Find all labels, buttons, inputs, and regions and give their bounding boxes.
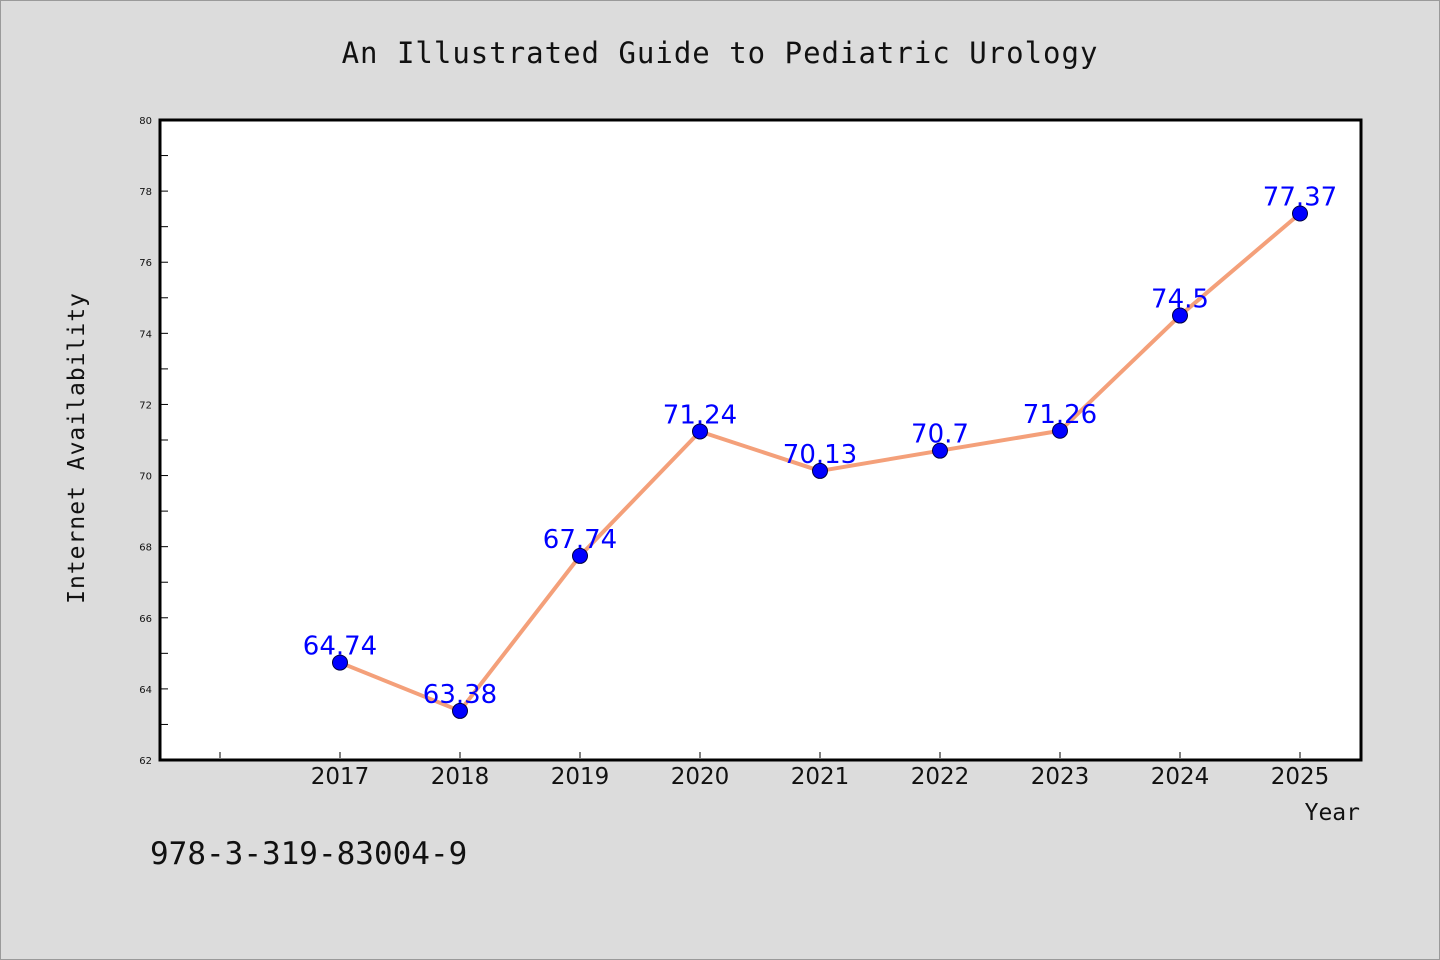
data-marker xyxy=(1052,422,1068,439)
data-marker xyxy=(572,547,588,564)
data-label: 77.37 xyxy=(1263,183,1337,213)
x-tick-label: 2019 xyxy=(551,764,610,790)
data-label: 71.26 xyxy=(1023,400,1097,430)
y-tick-label: 76 xyxy=(139,258,152,269)
y-axis-label: Internet Availability xyxy=(64,292,90,604)
data-label: 64.74 xyxy=(303,632,377,662)
data-marker xyxy=(932,442,948,459)
data-label: 74.5 xyxy=(1151,285,1209,315)
data-marker xyxy=(1292,205,1308,222)
y-tick-label: 66 xyxy=(139,614,152,625)
x-axis-label: Year xyxy=(1305,800,1360,826)
data-marker xyxy=(332,654,348,671)
data-label: 71.24 xyxy=(663,400,737,430)
x-tick-label: 2021 xyxy=(791,764,850,790)
data-label: 70.13 xyxy=(783,440,857,470)
data-label: 67.74 xyxy=(543,525,617,555)
x-tick-label: 2017 xyxy=(311,764,370,790)
x-tick-label: 2025 xyxy=(1271,764,1330,790)
plot-area xyxy=(158,118,1363,762)
y-tick-label: 70 xyxy=(139,472,152,483)
y-tick-label: 74 xyxy=(139,329,152,340)
x-tick-label: 2022 xyxy=(911,764,970,790)
data-label: 70.7 xyxy=(911,420,969,450)
x-tick-label: 2018 xyxy=(431,764,490,790)
y-tick-label: 80 xyxy=(139,116,152,127)
isbn-text: 978-3-319-83004-9 xyxy=(150,836,467,872)
data-marker xyxy=(1172,307,1188,324)
data-marker xyxy=(452,702,468,719)
y-tick-label: 62 xyxy=(139,756,152,767)
data-label: 63.38 xyxy=(423,680,497,710)
data-marker xyxy=(812,462,828,479)
data-marker-group xyxy=(332,205,1308,719)
y-tick-label: 64 xyxy=(139,685,152,696)
x-axis: 2017 2018 2019 2020 2021 2022 2023 2024 2025 xyxy=(219,752,1330,790)
y-tick-label: 68 xyxy=(139,543,152,554)
x-tick-label: 2023 xyxy=(1031,764,1090,790)
chart-title: An Illustrated Guide to Pediatric Urolog… xyxy=(342,36,1099,70)
data-marker xyxy=(692,423,708,440)
y-tick-label: 72 xyxy=(139,400,152,411)
y-axis: 62 64 66 68 70 72 74 76 78 80 xyxy=(139,116,168,767)
y-tick-label: 78 xyxy=(139,187,152,198)
x-tick-label: 2024 xyxy=(1151,764,1210,790)
x-tick-label: 2020 xyxy=(671,764,730,790)
data-label-group: 64.74 63.38 67.74 71.24 70.13 70.7 71.26 74.5 77… xyxy=(303,183,1337,710)
